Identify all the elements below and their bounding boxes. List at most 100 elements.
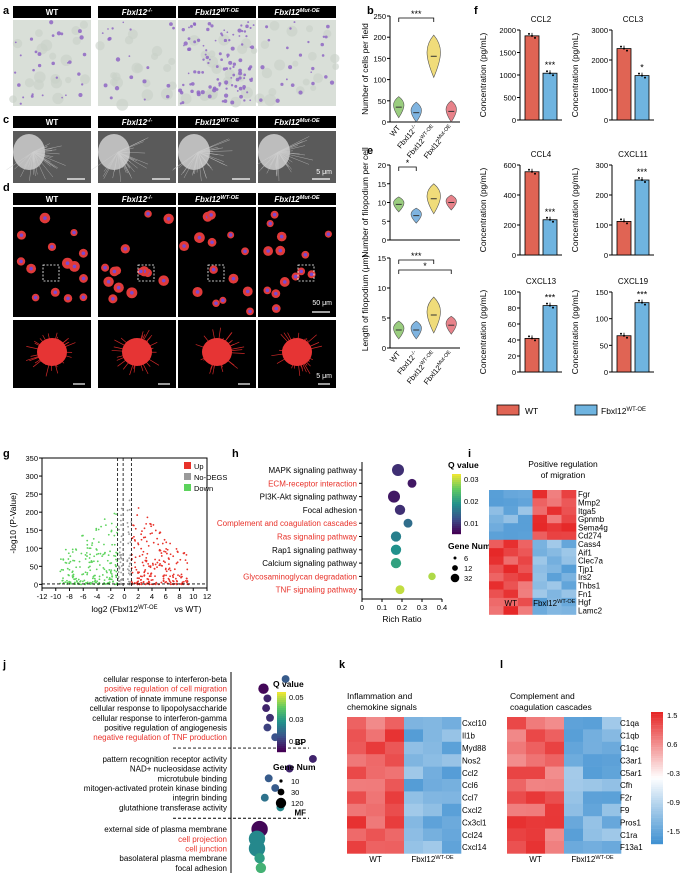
data-point [546,216,548,219]
gene-label: C5ar1 [620,769,642,778]
y-tick-label: 1000 [499,71,516,80]
heatmap-cell [423,766,443,780]
heatmap-cell [404,791,424,805]
gene-point [159,531,162,534]
cell-nucleus [43,216,47,220]
gene-point [129,570,132,573]
go-term: NAD+ nucleosidase activity [130,765,227,774]
gene-point [169,542,172,545]
heatmap-cell [561,548,577,557]
pore-texture [80,74,90,85]
heatmap-title: of migration [541,470,586,480]
gene-point [164,567,167,570]
gene-point [133,535,135,538]
heatmap-cell [404,779,424,792]
colorbar-segment [651,793,663,796]
heatmap-cell [518,606,533,615]
heatmap-cell [547,573,562,582]
gene-point [141,561,144,564]
column-header-bg-d [13,193,91,205]
stained-cell [218,84,221,87]
gene-point [129,562,132,565]
gene-point [110,562,113,564]
heatmap-cell [526,729,546,743]
gene-point [120,565,123,567]
colorbar-segment [651,835,663,838]
heatmap-cell [385,766,405,780]
colorbar-segment [277,708,286,711]
stained-cell [265,25,269,29]
gene-label: F2r [620,794,632,803]
gene-point [98,578,101,581]
colorbar-segment [452,476,461,479]
heatmap-cell [347,754,367,767]
x-tick-label: 12 [203,592,211,601]
stained-cell [232,33,235,36]
colorbar-segment [277,696,286,699]
x-tick-label: -2 [107,592,114,601]
stained-cell [218,82,222,86]
stained-cell [225,83,228,85]
colorbar-segment [651,745,663,748]
heatmap-cell [507,828,527,842]
heatmap-title: Positive regulation [528,459,598,469]
bar-0 [524,337,540,373]
pore-texture [310,84,317,92]
colorbar-segment [277,704,286,707]
stained-cell [128,55,131,58]
y-axis-title: Concentration (pg/mL) [570,168,580,253]
colorbar-segment [452,502,461,505]
heatmap-column-label: Fbxl12WT-OE [411,855,454,864]
y-tick-label: 5 [382,314,386,323]
heatmap-cell [547,589,562,599]
colorbar-segment [651,800,663,803]
enrichment-dot [392,464,404,476]
heatmap-cell [547,498,562,507]
cell-nucleus [65,261,70,266]
gene-point [136,581,139,584]
pore-texture [330,53,340,64]
heatmap-column-label: WT [529,855,542,864]
pore-texture [269,20,280,31]
heatmap-cell [347,717,367,730]
stained-cell [223,93,229,98]
gene-point [80,552,83,555]
heatmap-cell [366,754,386,767]
colorbar-segment [277,744,286,747]
heatmap-cell [545,729,565,743]
stained-cell [129,75,134,80]
heatmap-cell [532,490,548,499]
gene-point [95,527,98,530]
heatmap-cell [503,506,519,516]
heatmap-cell [503,597,519,607]
stained-cell [101,32,104,35]
heatmap-cell [561,597,577,607]
go-dot [271,784,280,792]
data-point [546,70,548,73]
gene-label: F9 [620,806,630,815]
heatmap-cell [602,754,622,767]
stained-cell [207,94,212,99]
colorbar-segment [651,837,663,840]
pore-texture [151,45,163,57]
stained-cell [207,61,210,65]
gene-point [77,578,80,581]
pore-texture [12,38,23,49]
gene-point [103,568,106,571]
gene-label: Itga5 [578,507,596,516]
column-header-bg-c [258,116,336,128]
stained-cell [223,99,228,104]
gene-point [103,518,106,521]
go-term: basolateral plasma membrane [119,854,227,863]
gene-point [141,553,144,556]
colorbar-segment [277,694,286,697]
data-point [549,72,551,75]
colorbar-segment [452,484,461,487]
cell-nucleus [19,259,23,264]
stained-cell [236,89,239,92]
gene-label: Pros1 [620,818,641,827]
legend-label: Down [194,484,213,493]
gene-point [68,562,71,565]
data-point [644,76,646,79]
x-tick-label: -4 [94,592,101,601]
